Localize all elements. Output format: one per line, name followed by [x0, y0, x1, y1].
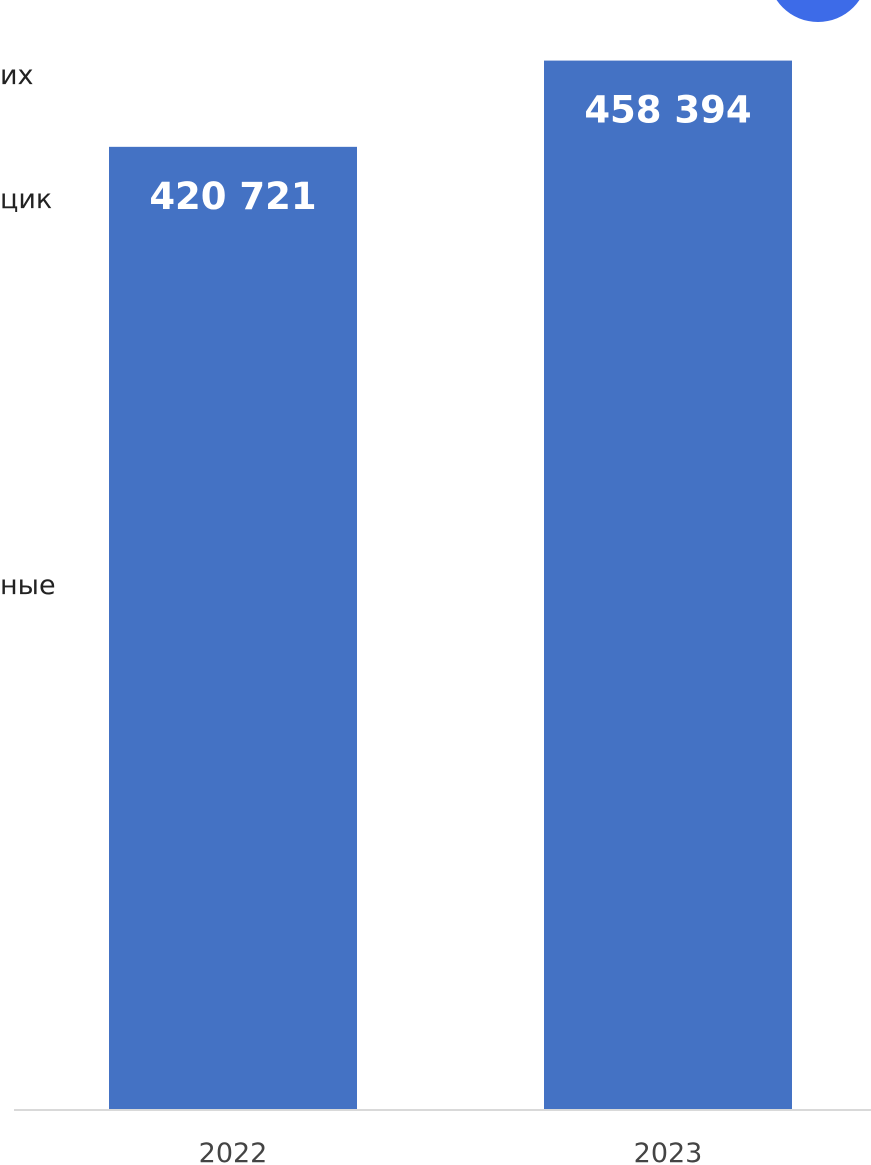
data-label-2022: 420 721: [149, 175, 316, 218]
bar-2023: [544, 60, 792, 1110]
left-text-fragment-3: ные: [0, 570, 56, 601]
bar-2022: [109, 146, 357, 1111]
corner-badge: [776, 0, 860, 22]
labels-layer: 420 721 2022 458 394 2023: [149, 89, 751, 1165]
left-text-fragment-2: цик: [0, 184, 53, 215]
x-tick-label-2022: 2022: [199, 1138, 268, 1165]
data-label-2023: 458 394: [584, 89, 751, 132]
left-text-fragment-1: их: [0, 60, 34, 91]
x-tick-label-2023: 2023: [634, 1138, 703, 1165]
bars-layer: [109, 60, 792, 1111]
